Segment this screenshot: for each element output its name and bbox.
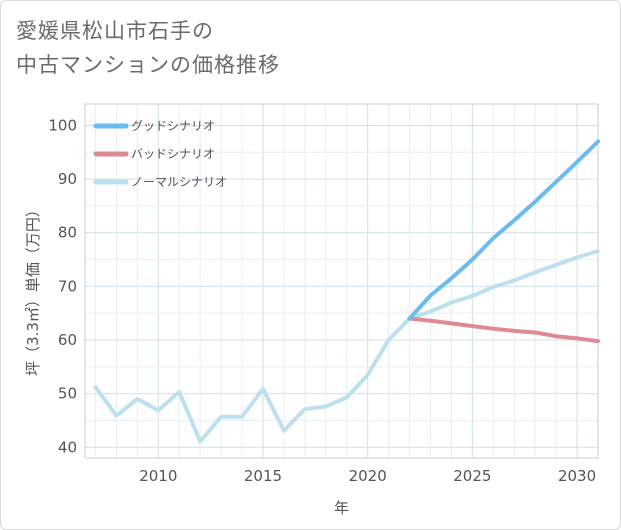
y-tick-label: 70 bbox=[58, 277, 77, 295]
x-tick-label: 2025 bbox=[453, 467, 491, 485]
y-tick-label: 60 bbox=[58, 331, 77, 349]
y-axis-title: 坪（3.3㎡）単価（万円） bbox=[24, 202, 42, 376]
x-tick-label: 2030 bbox=[558, 467, 596, 485]
series-line-1 bbox=[407, 316, 600, 344]
grid-lines bbox=[85, 104, 599, 458]
series-lines bbox=[93, 139, 600, 444]
y-tick-labels: 40 50 60 70 80 90 100 bbox=[48, 116, 77, 456]
x-tick-label: 2020 bbox=[349, 467, 387, 485]
y-tick-label: 100 bbox=[48, 116, 77, 134]
legend-label: ノーマルシナリオ bbox=[131, 175, 227, 189]
y-tick-label: 80 bbox=[58, 224, 77, 242]
x-tick-label: 2015 bbox=[244, 467, 282, 485]
x-axis-title: 年 bbox=[334, 499, 349, 517]
y-tick-label: 90 bbox=[58, 170, 77, 188]
x-tick-labels: 2010 2015 2020 2025 2030 bbox=[139, 467, 596, 485]
legend-label: グッドシナリオ bbox=[131, 119, 215, 133]
y-tick-label: 50 bbox=[58, 385, 77, 403]
chart-title-line-1: 愛媛県松山市石手の bbox=[16, 19, 214, 43]
plot-border bbox=[84, 103, 599, 459]
plot-frame bbox=[84, 103, 599, 459]
legend-label: バッドシナリオ bbox=[131, 147, 215, 161]
series-line-2 bbox=[93, 249, 600, 444]
series-line-0 bbox=[407, 139, 600, 321]
y-tick-label: 40 bbox=[58, 438, 77, 456]
chart-title: 愛媛県松山市石手の 中古マンションの価格推移 bbox=[16, 14, 576, 82]
chart-title-line-2: 中古マンションの価格推移 bbox=[16, 53, 280, 77]
x-tick-label: 2010 bbox=[139, 467, 177, 485]
